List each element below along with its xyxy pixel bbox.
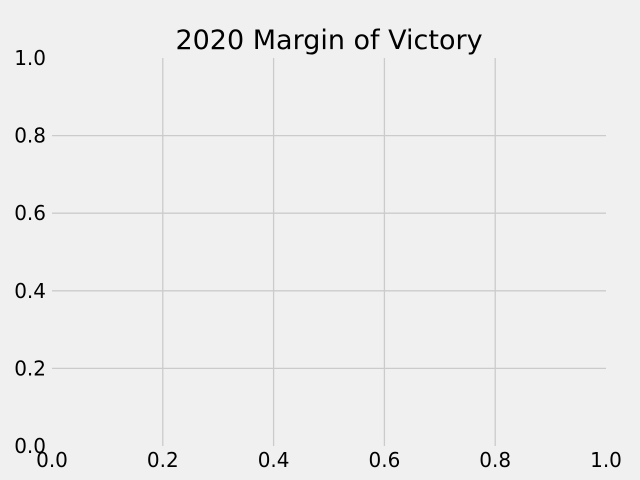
- y-tick-label: 0.4: [14, 279, 46, 303]
- x-tick-label: 0.2: [147, 448, 179, 472]
- x-tick-label: 0.6: [368, 448, 400, 472]
- chart-title: 2020 Margin of Victory: [175, 25, 482, 56]
- y-tick-label: 0.8: [14, 124, 46, 148]
- x-tick-label: 0.8: [479, 448, 511, 472]
- y-tick-label: 1.0: [14, 46, 46, 70]
- grid: [52, 58, 606, 446]
- y-tick-label: 0.6: [14, 201, 46, 225]
- x-tick-label: 1.0: [590, 448, 622, 472]
- y-tick-label: 0.2: [14, 356, 46, 380]
- y-tick-label: 0.0: [14, 434, 46, 458]
- tick-labels: 0.0 0.2 0.4 0.6 0.8 1.0 0.0 0.2 0.4 0.6 0.8 1.0: [14, 46, 622, 472]
- x-tick-label: 0.0: [36, 448, 68, 472]
- x-tick-label: 0.4: [258, 448, 290, 472]
